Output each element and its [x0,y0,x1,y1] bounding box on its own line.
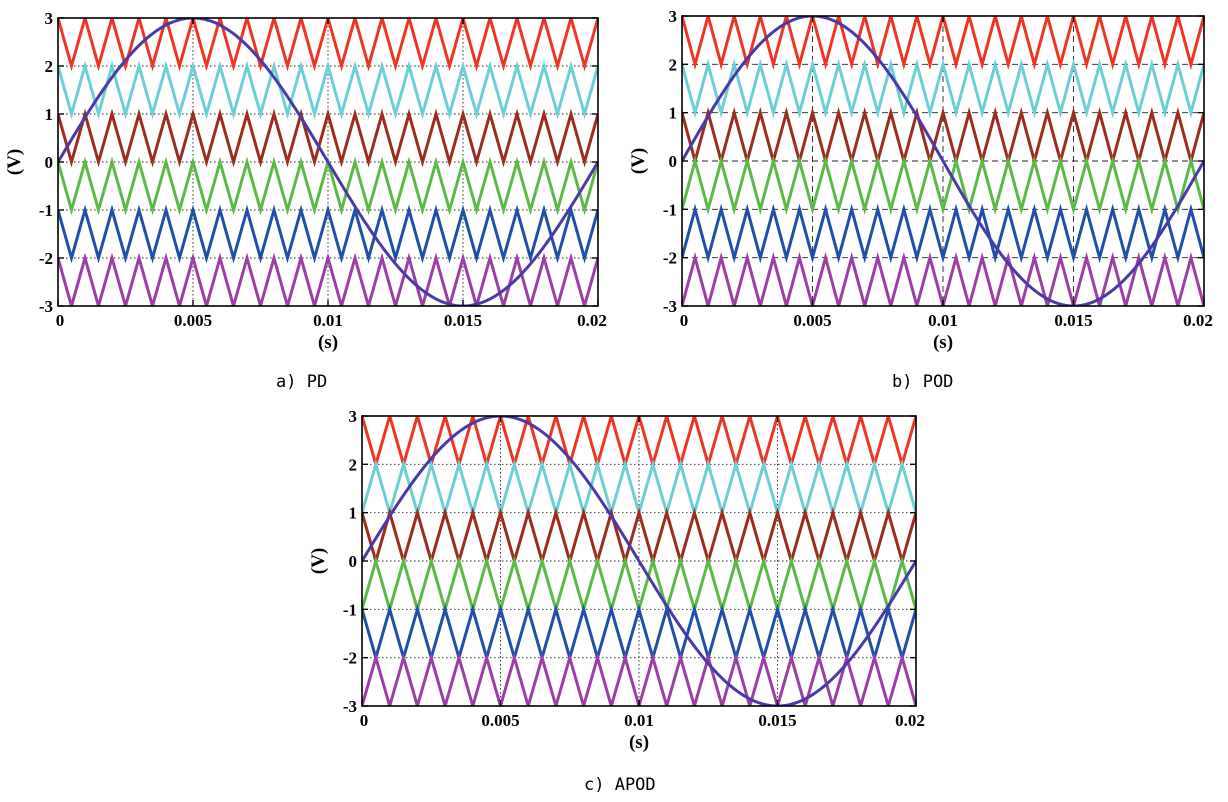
y-axis-label: (V) [4,149,25,175]
y-tick-label--2: -2 [343,649,357,668]
y-tick-label-1: 1 [45,105,54,124]
x-tick-label-0_005: 0.005 [174,311,212,330]
carrier-series-3 [58,108,598,168]
y-axis-label: (V) [308,548,329,574]
x-tick-label-0_01: 0.01 [928,311,958,330]
caption-pd: a) PD [276,372,328,392]
x-tick-label-0: 0 [56,311,65,330]
x-axis-label: (s) [933,332,953,353]
series-group [362,416,916,706]
tick-marks [361,415,917,707]
y-tick-label-1: 1 [669,104,678,123]
caption-apod: c) APOD [584,775,656,795]
y-tick-label-0: 0 [669,152,678,171]
carrier-series-6 [58,252,598,306]
y-tick-label--2: -2 [663,249,677,268]
carrier-series-4 [682,155,1204,216]
carrier-series-2 [682,58,1204,119]
carrier-series-5 [682,203,1204,264]
x-tick-label-0_01: 0.01 [624,711,654,730]
carrier-series-6 [362,652,916,706]
x-tick-label-0: 0 [680,311,689,330]
x-tick-label-0_005: 0.005 [793,311,831,330]
y-tick-label--2: -2 [39,249,53,268]
x-tick-label-0_005: 0.005 [481,711,519,730]
carrier-series-5 [58,204,598,264]
carrier-series-2 [58,60,598,120]
y-tick-label-2: 2 [349,455,358,474]
y-tick-label--3: -3 [39,297,53,316]
y-tick-label-3: 3 [45,9,54,28]
y-tick-label-3: 3 [349,407,358,426]
x-axis-label: (s) [318,332,338,353]
y-tick-label--1: -1 [343,600,357,619]
series-group [682,16,1204,306]
carrier-series-1 [58,18,598,72]
y-tick-label-1: 1 [349,504,358,523]
series-group [58,18,598,306]
reference-sine [58,18,598,306]
y-tick-label--1: -1 [663,200,677,219]
x-tick-label-0: 0 [360,711,369,730]
x-tick-label-0_02: 0.02 [895,711,925,730]
tick-marks [57,17,599,307]
carrier-series-1 [362,416,916,470]
y-tick-label-2: 2 [45,57,54,76]
carrier-series-6 [682,251,1204,306]
y-tick-label--1: -1 [39,201,53,220]
y-tick-label-0: 0 [349,552,358,571]
x-axis-label: (s) [629,732,649,753]
x-tick-label-0_02: 0.02 [577,311,607,330]
x-tick-label-0_02: 0.02 [1183,311,1213,330]
y-axis-label: (V) [628,148,649,174]
reference-sine [362,416,916,706]
tick-marks [681,15,1205,307]
x-tick-label-0_015: 0.015 [758,711,796,730]
x-tick-label-0_01: 0.01 [313,311,343,330]
carrier-series-3 [682,106,1204,167]
carrier-series-1 [682,16,1204,71]
x-tick-label-0_015: 0.015 [444,311,482,330]
y-tick-label--3: -3 [343,697,357,716]
y-tick-label-0: 0 [45,153,54,172]
y-tick-label-2: 2 [669,55,678,74]
carrier-series-5 [362,603,916,664]
y-tick-label-3: 3 [669,7,678,26]
carrier-series-3 [362,507,916,567]
x-tick-label-0_015: 0.015 [1054,311,1092,330]
y-tick-label--3: -3 [663,297,677,316]
reference-sine [682,16,1204,306]
caption-pod: b) POD [892,372,954,392]
